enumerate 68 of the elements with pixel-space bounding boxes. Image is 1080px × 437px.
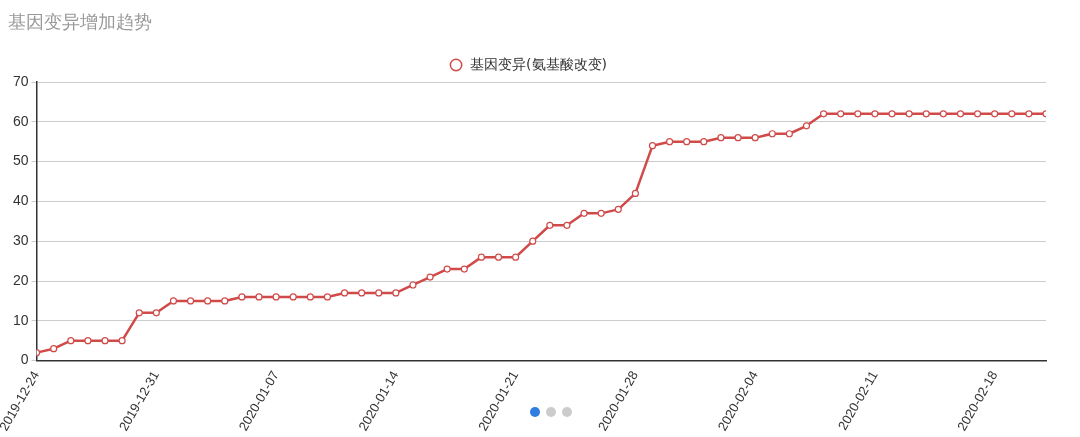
point (563, 221, 571, 229)
point (546, 221, 554, 229)
point (922, 110, 930, 118)
point (973, 110, 982, 118)
point (785, 130, 793, 138)
point (477, 253, 486, 261)
point (631, 189, 639, 198)
point (614, 205, 622, 213)
point (956, 110, 965, 118)
point (991, 110, 999, 118)
point (255, 293, 263, 301)
point (666, 138, 674, 146)
point (939, 110, 947, 118)
point (888, 110, 896, 118)
y-tick-label: 10 (12, 311, 29, 328)
point (204, 297, 212, 305)
point (409, 281, 417, 289)
point (854, 110, 862, 118)
point (768, 130, 776, 138)
point (717, 134, 725, 142)
point (426, 273, 434, 281)
point (272, 293, 280, 301)
point (837, 110, 845, 118)
point (700, 138, 708, 146)
point (494, 253, 503, 261)
point (238, 293, 246, 301)
point (512, 253, 520, 261)
point (443, 265, 451, 273)
point (734, 134, 742, 142)
point (221, 297, 229, 305)
legend-label: 基因变异(氨基酸改变) (470, 55, 607, 72)
point (169, 297, 178, 305)
y-tick-label: 20 (12, 271, 29, 288)
point (340, 289, 349, 297)
point (683, 138, 691, 146)
point (580, 209, 588, 217)
point (101, 337, 109, 345)
point (597, 209, 605, 217)
point (802, 122, 811, 130)
point (67, 337, 75, 345)
point (152, 309, 160, 317)
point (392, 289, 400, 297)
point (1025, 110, 1033, 118)
y-tick-label: 50 (12, 152, 29, 169)
point (529, 237, 537, 245)
point (358, 289, 366, 297)
point (306, 293, 314, 301)
point (648, 142, 657, 150)
point (905, 110, 913, 118)
point (289, 293, 297, 301)
point (50, 345, 58, 353)
y-tick-label: 60 (12, 112, 29, 129)
chart-title: 基因变异增加趋势 (8, 10, 152, 34)
point (1008, 110, 1016, 118)
point (460, 265, 468, 273)
y-tick-label: 40 (12, 192, 29, 209)
point (118, 337, 126, 345)
y-tick-label: 0 (20, 351, 29, 368)
point (871, 110, 879, 118)
y-tick-label: 70 (12, 72, 29, 89)
point (186, 297, 195, 305)
point (751, 134, 759, 142)
point (135, 309, 143, 317)
point (819, 110, 828, 118)
y-tick-label: 30 (12, 232, 29, 249)
point (375, 289, 383, 297)
point (84, 337, 92, 345)
point (323, 293, 332, 301)
